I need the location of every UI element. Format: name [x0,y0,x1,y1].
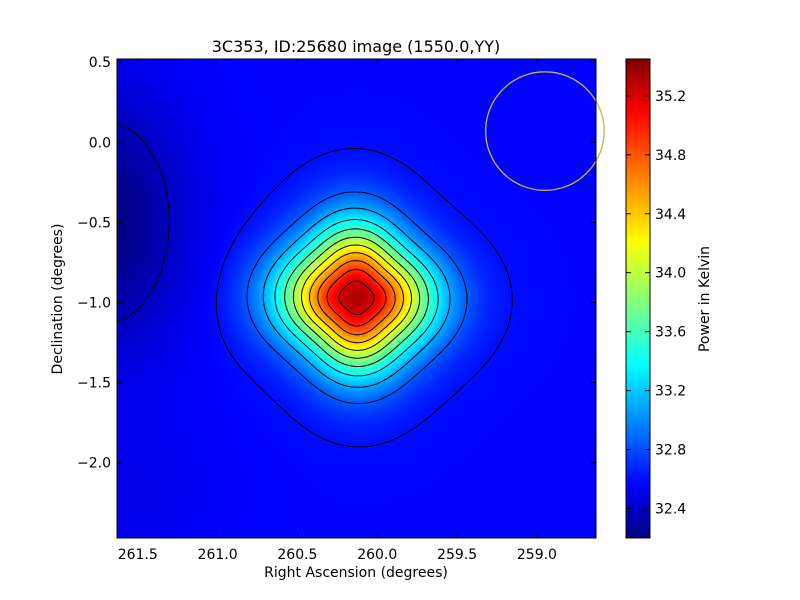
colorbar-gradient [625,58,651,539]
colorbar-tick-label: 33.6 [655,325,686,341]
contour-line [338,280,375,315]
contour-line [309,252,404,344]
contour-line [301,244,412,351]
plot-frame [116,58,597,539]
heatmap-image [117,59,596,538]
chart-title: 3C353, ID:25680 image (1550.0,YY) [212,37,501,56]
colorbar-label: Power in Kelvin [697,246,713,352]
colorbar-tick-label: 32.4 [655,502,686,518]
contour-line [215,148,513,448]
beam-ellipse [484,71,605,192]
contour-layer [117,123,513,448]
x-tick-label: 259.5 [437,547,477,563]
x-tick-label: 260.5 [277,547,317,563]
contour-line [246,191,468,404]
contour-line [262,207,451,388]
y-tick-label: −0.5 [77,215,111,231]
contour-line [117,123,170,322]
y-axis: 0.5 0.0 −0.5 −1.0 −1.5 −2.0 [77,55,596,472]
colorbar-tick-label: 32.8 [655,443,686,459]
y-axis-label: Declination (degrees) [50,224,66,375]
colorbar-tick-label: 35.2 [655,89,686,105]
contour-line [284,228,429,367]
colorbar-tick-label: 34.4 [655,207,686,223]
plot-area [116,58,605,539]
x-tick-label: 260.0 [357,547,397,563]
x-tick-label: 259.0 [517,547,557,563]
colorbar-tick-label: 33.2 [655,384,686,400]
x-tick-label: 261.0 [198,547,238,563]
colorbar-tick-label: 34.0 [655,266,686,282]
contour-line [317,260,396,336]
colorbar-ticks: 32.4 32.8 33.2 33.6 34.0 34.4 34.8 35.2 [626,89,686,518]
contour-line [292,236,421,359]
x-axis: 261.5 261.0 260.5 260.0 259.5 259.0 [118,59,557,563]
x-axis-label: Right Ascension (degrees) [264,565,448,581]
colorbar-tick-label: 34.8 [655,148,686,164]
contour-line [274,219,439,377]
y-tick-label: −1.5 [77,376,111,392]
y-tick-label: −2.0 [77,456,111,472]
colorbar: 32.4 32.8 33.2 33.6 34.0 34.4 34.8 35.2 Power i… [625,58,713,539]
contour-line [326,268,387,327]
y-tick-label: −1.0 [77,296,111,312]
y-tick-label: 0.5 [89,55,111,71]
y-tick-label: 0.0 [89,135,111,151]
x-tick-label: 261.5 [118,547,158,563]
